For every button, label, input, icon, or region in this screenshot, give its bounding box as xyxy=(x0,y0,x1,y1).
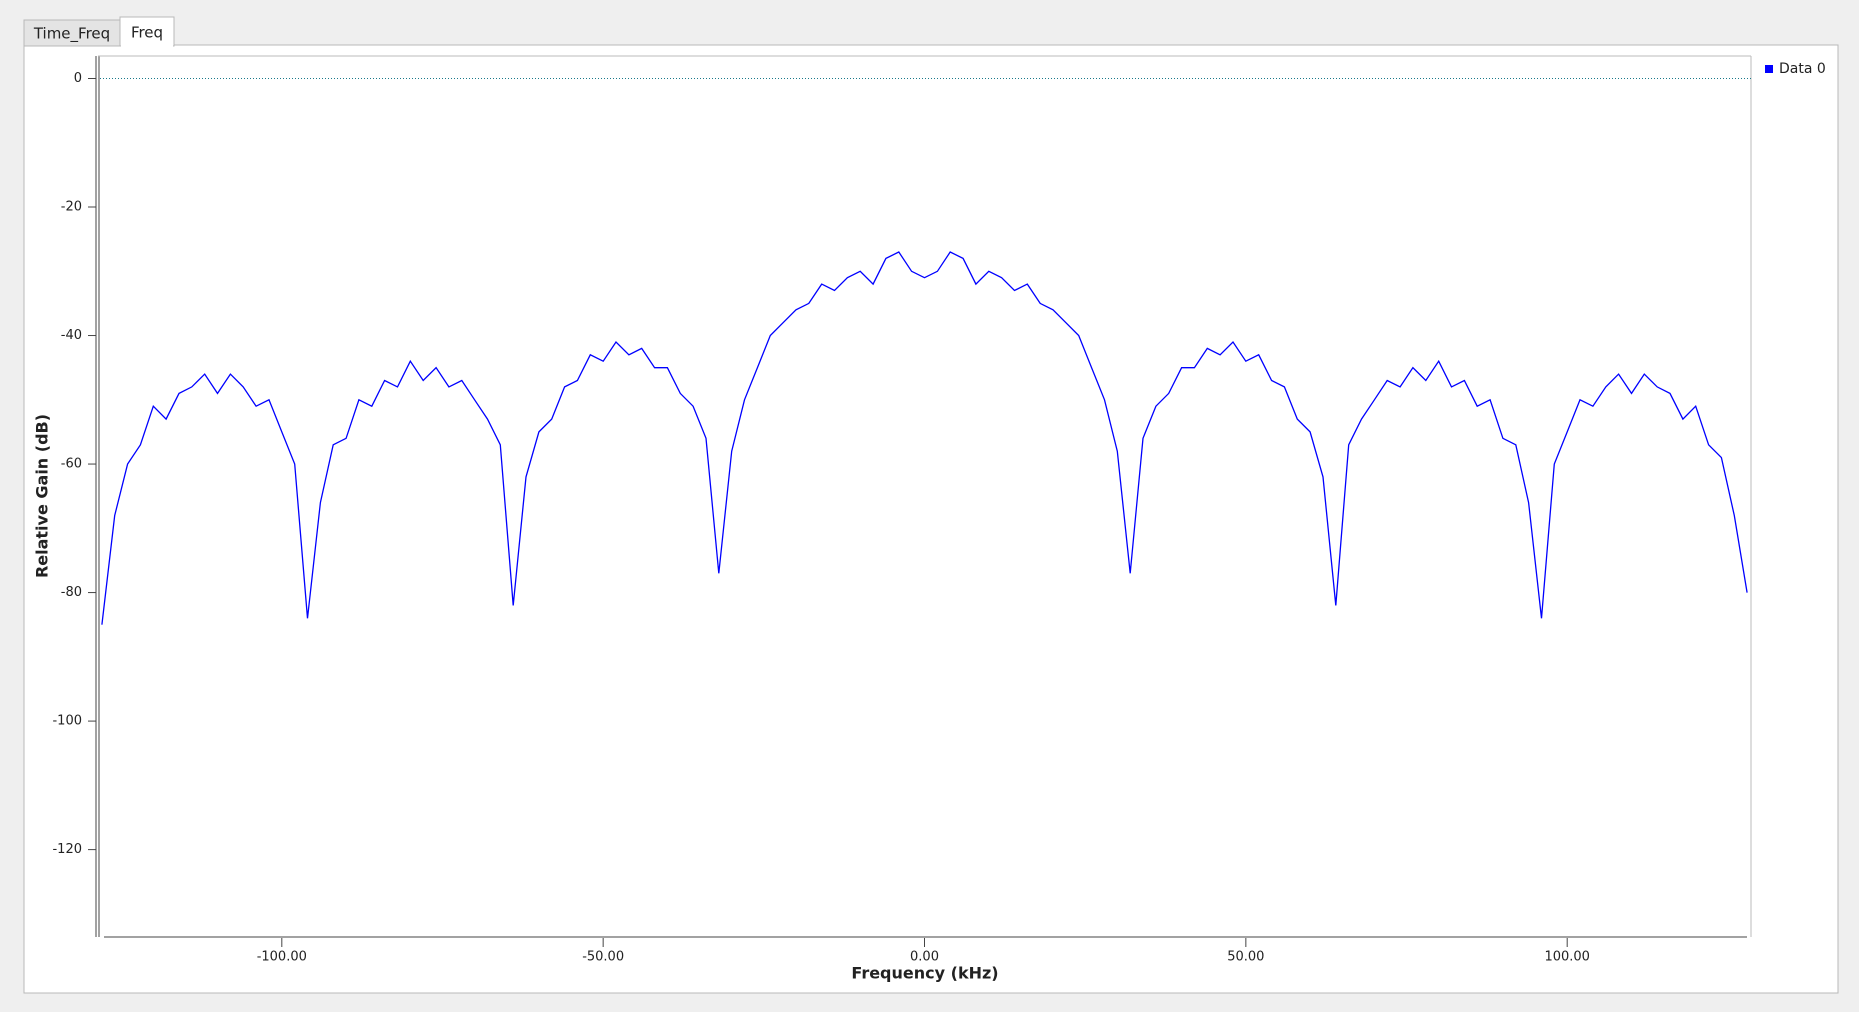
tab-label[interactable]: Freq xyxy=(131,24,163,42)
y-axis-label: Relative Gain (dB) xyxy=(33,414,52,578)
legend-swatch xyxy=(1765,65,1773,73)
tab-join xyxy=(121,44,173,47)
plot-area xyxy=(98,56,1751,937)
x-tick-label: -50.00 xyxy=(582,950,624,965)
tab-label[interactable]: Time_Freq xyxy=(33,25,110,44)
x-tick-label: 100.00 xyxy=(1544,950,1590,965)
y-tick-label: -60 xyxy=(61,457,82,472)
y-tick-label: -80 xyxy=(61,585,82,600)
y-tick-label: -20 xyxy=(61,200,82,215)
y-tick-label: -120 xyxy=(52,842,82,857)
tab[interactable] xyxy=(23,19,121,47)
x-tick-label: 0.00 xyxy=(910,950,939,965)
y-tick-label: -40 xyxy=(61,328,82,343)
y-tick-label: -100 xyxy=(52,714,82,729)
x-axis-label: Frequency (kHz) xyxy=(851,964,998,983)
x-tick-label: -100.00 xyxy=(257,950,307,965)
legend-label: Data 0 xyxy=(1779,61,1826,77)
x-tick-label: 50.00 xyxy=(1227,950,1264,965)
series-line xyxy=(101,251,1748,625)
y-tick-label: 0 xyxy=(74,71,82,86)
